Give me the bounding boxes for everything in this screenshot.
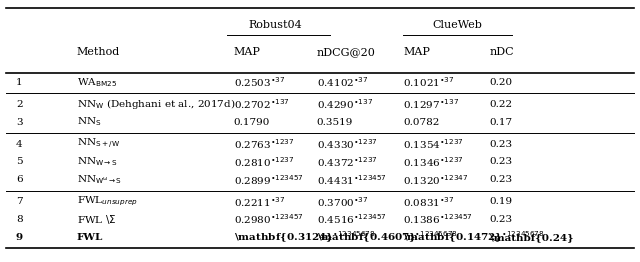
Text: nDC: nDC — [490, 47, 514, 57]
Text: \mathbf{0.1472}$^{\bullet 12345678}$: \mathbf{0.1472}$^{\bullet 12345678}$ — [403, 230, 545, 245]
Text: 1: 1 — [16, 78, 22, 87]
Text: 9: 9 — [16, 233, 23, 242]
Text: 0.1320$^{\bullet 12347}$: 0.1320$^{\bullet 12347}$ — [403, 173, 468, 187]
Text: 8: 8 — [16, 215, 22, 224]
Text: 4: 4 — [16, 140, 22, 149]
Text: 0.1021$^{\bullet 37}$: 0.1021$^{\bullet 37}$ — [403, 75, 455, 89]
Text: 0.23: 0.23 — [490, 175, 513, 184]
Text: 0.19: 0.19 — [490, 197, 513, 206]
Text: 2: 2 — [16, 100, 22, 109]
Text: MAP: MAP — [234, 47, 260, 57]
Text: 0.4431$^{\bullet 123457}$: 0.4431$^{\bullet 123457}$ — [317, 173, 387, 187]
Text: NN$_\mathrm{W^\omega\rightarrow S}$: NN$_\mathrm{W^\omega\rightarrow S}$ — [77, 173, 122, 186]
Text: NN$_\mathrm{S+/W}$: NN$_\mathrm{S+/W}$ — [77, 137, 120, 151]
Text: ClueWeb: ClueWeb — [433, 20, 483, 30]
Text: 0.4102$^{\bullet 37}$: 0.4102$^{\bullet 37}$ — [317, 75, 369, 89]
Text: 5: 5 — [16, 157, 22, 166]
Text: 0.4330$^{\bullet 1237}$: 0.4330$^{\bullet 1237}$ — [317, 137, 378, 151]
Text: 0.0782: 0.0782 — [403, 118, 440, 127]
Text: 0.1297$^{\bullet 137}$: 0.1297$^{\bullet 137}$ — [403, 97, 460, 111]
Text: 0.4290$^{\bullet 137}$: 0.4290$^{\bullet 137}$ — [317, 97, 373, 111]
Text: NN$_\mathrm{W}$ (Dehghani et al., 2017d): NN$_\mathrm{W}$ (Dehghani et al., 2017d) — [77, 97, 236, 111]
Text: 0.2899$^{\bullet 123457}$: 0.2899$^{\bullet 123457}$ — [234, 173, 303, 187]
Text: 0.1386$^{\bullet 123457}$: 0.1386$^{\bullet 123457}$ — [403, 213, 472, 226]
Text: 0.3700$^{\bullet 37}$: 0.3700$^{\bullet 37}$ — [317, 195, 369, 209]
Text: 0.2810$^{\bullet 1237}$: 0.2810$^{\bullet 1237}$ — [234, 155, 294, 169]
Text: FWL $\backslash\Sigma$: FWL $\backslash\Sigma$ — [77, 213, 116, 226]
Text: \mathbf{0.3124}$^{\bullet 12345678}$: \mathbf{0.3124}$^{\bullet 12345678}$ — [234, 230, 375, 245]
Text: \mathbf{0.24}: \mathbf{0.24} — [490, 233, 573, 242]
Text: 0.3519: 0.3519 — [317, 118, 353, 127]
Text: NN$_\mathrm{W\rightarrow S}$: NN$_\mathrm{W\rightarrow S}$ — [77, 156, 117, 168]
Text: 0.22: 0.22 — [490, 100, 513, 109]
Text: MAP: MAP — [403, 47, 430, 57]
Text: \mathbf{0.4607}$^{\bullet 12345678}$: \mathbf{0.4607}$^{\bullet 12345678}$ — [317, 230, 458, 245]
Text: 0.23: 0.23 — [490, 215, 513, 224]
Text: 0.17: 0.17 — [490, 118, 513, 127]
Text: FWL$_\mathit{unsuprep}$: FWL$_\mathit{unsuprep}$ — [77, 195, 138, 209]
Text: 0.1790: 0.1790 — [234, 118, 270, 127]
Text: WA$_\mathrm{BM25}$: WA$_\mathrm{BM25}$ — [77, 76, 117, 89]
Text: 0.4372$^{\bullet 1237}$: 0.4372$^{\bullet 1237}$ — [317, 155, 378, 169]
Text: 0.1346$^{\bullet 1237}$: 0.1346$^{\bullet 1237}$ — [403, 155, 464, 169]
Text: 0.20: 0.20 — [490, 78, 513, 87]
Text: nDCG@20: nDCG@20 — [317, 47, 376, 57]
Text: 3: 3 — [16, 118, 22, 127]
Text: 7: 7 — [16, 197, 22, 206]
Text: 0.2702$^{\bullet 137}$: 0.2702$^{\bullet 137}$ — [234, 97, 289, 111]
Text: NN$_\mathrm{S}$: NN$_\mathrm{S}$ — [77, 116, 101, 128]
Text: 0.2980$^{\bullet 123457}$: 0.2980$^{\bullet 123457}$ — [234, 213, 303, 226]
Text: 0.0831$^{\bullet 37}$: 0.0831$^{\bullet 37}$ — [403, 195, 455, 209]
Text: 0.2763$^{\bullet 1237}$: 0.2763$^{\bullet 1237}$ — [234, 137, 294, 151]
Text: 0.2503$^{\bullet 37}$: 0.2503$^{\bullet 37}$ — [234, 75, 285, 89]
Text: 0.1354$^{\bullet 1237}$: 0.1354$^{\bullet 1237}$ — [403, 137, 464, 151]
Text: Method: Method — [77, 47, 120, 57]
Text: 0.23: 0.23 — [490, 140, 513, 149]
Text: 6: 6 — [16, 175, 22, 184]
Text: 0.4516$^{\bullet 123457}$: 0.4516$^{\bullet 123457}$ — [317, 213, 387, 226]
Text: 0.2211$^{\bullet 37}$: 0.2211$^{\bullet 37}$ — [234, 195, 285, 209]
Text: FWL: FWL — [77, 233, 103, 242]
Text: Robust04: Robust04 — [248, 20, 302, 30]
Text: 0.23: 0.23 — [490, 157, 513, 166]
